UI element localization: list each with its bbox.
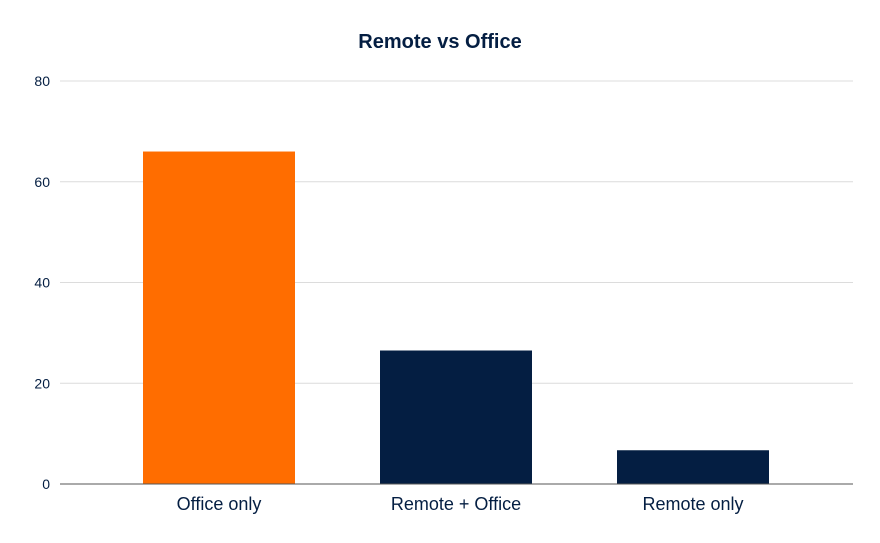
bars <box>143 151 769 484</box>
x-category-label: Remote + Office <box>391 494 521 514</box>
y-tick-label: 0 <box>42 476 50 492</box>
x-axis-categories: Office only Remote + Office Remote only <box>177 494 744 514</box>
x-category-label: Office only <box>177 494 262 514</box>
y-tick-label: 80 <box>34 73 50 89</box>
bar-office-only <box>143 151 295 484</box>
y-tick-label: 60 <box>34 174 50 190</box>
chart-title: Remote vs Office <box>358 31 521 53</box>
y-tick-label: 40 <box>34 275 50 291</box>
x-category-label: Remote only <box>642 494 743 514</box>
bar-remote-only <box>617 450 769 484</box>
bar-remote-office <box>380 350 532 484</box>
y-tick-label: 20 <box>34 375 50 391</box>
y-axis-ticks: 0 20 40 60 80 <box>34 73 50 492</box>
